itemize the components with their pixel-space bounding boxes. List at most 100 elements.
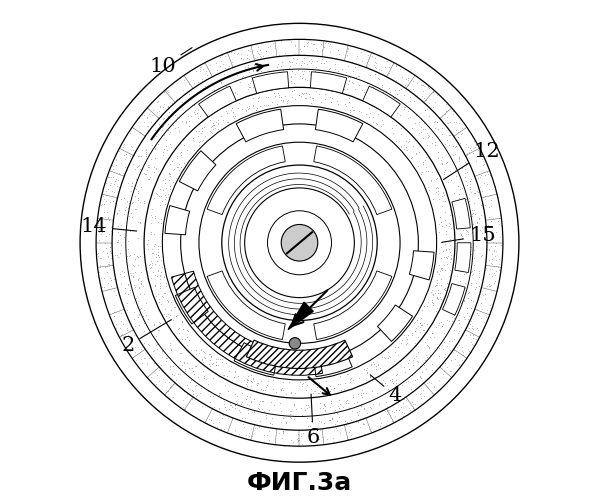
Point: [161, 200, 170, 207]
Point: [376, 99, 385, 107]
Point: [153, 266, 163, 274]
Text: 15: 15: [441, 226, 495, 246]
Point: [208, 119, 217, 127]
Point: [293, 66, 302, 74]
Point: [136, 280, 146, 287]
Point: [449, 336, 459, 344]
Point: [153, 252, 163, 260]
Point: [418, 321, 427, 329]
Point: [141, 311, 150, 319]
Point: [205, 350, 214, 358]
Point: [259, 134, 268, 142]
Point: [429, 118, 439, 126]
Point: [351, 192, 361, 200]
Point: [389, 171, 398, 179]
Point: [355, 280, 364, 288]
Point: [214, 116, 223, 124]
Point: [128, 160, 138, 168]
Point: [268, 347, 277, 355]
Point: [276, 386, 286, 394]
Point: [437, 264, 446, 272]
Point: [480, 212, 490, 220]
Point: [314, 352, 323, 360]
Point: [464, 312, 474, 320]
Point: [270, 295, 279, 303]
Point: [213, 126, 223, 134]
Point: [96, 230, 105, 238]
Point: [491, 266, 501, 274]
Point: [302, 128, 312, 136]
Point: [419, 319, 429, 327]
Point: [428, 286, 437, 294]
Point: [293, 436, 302, 444]
Point: [121, 342, 131, 350]
Point: [440, 110, 450, 118]
Point: [344, 428, 353, 436]
Point: [400, 274, 410, 282]
Point: [104, 216, 114, 224]
Point: [407, 398, 416, 406]
Point: [107, 262, 117, 270]
Circle shape: [96, 40, 503, 446]
Point: [464, 264, 474, 272]
Point: [244, 102, 254, 110]
Point: [366, 164, 376, 172]
Point: [119, 140, 128, 148]
Point: [158, 122, 168, 130]
Point: [235, 261, 244, 269]
Point: [441, 159, 450, 167]
Point: [125, 227, 135, 235]
Point: [217, 414, 227, 422]
Point: [403, 377, 412, 385]
Point: [259, 176, 269, 184]
Point: [391, 61, 401, 69]
Point: [350, 333, 359, 341]
Point: [391, 178, 400, 186]
Point: [434, 270, 444, 278]
Point: [385, 307, 394, 315]
Point: [176, 349, 185, 357]
Point: [153, 246, 163, 254]
Point: [390, 94, 400, 102]
Point: [404, 74, 413, 82]
Point: [337, 288, 346, 296]
Point: [367, 426, 376, 434]
Point: [431, 307, 440, 315]
Point: [420, 338, 430, 346]
Point: [305, 422, 315, 430]
Point: [406, 154, 416, 162]
Point: [267, 420, 277, 428]
Point: [295, 90, 304, 98]
Point: [420, 106, 430, 114]
Point: [361, 328, 371, 336]
Point: [449, 346, 458, 354]
Point: [329, 409, 339, 417]
Point: [208, 374, 217, 382]
Point: [288, 64, 297, 72]
Point: [418, 134, 427, 141]
Point: [288, 128, 298, 136]
Point: [190, 256, 199, 264]
Point: [238, 326, 248, 334]
Point: [131, 166, 140, 173]
Point: [411, 111, 420, 119]
Point: [320, 38, 330, 46]
Point: [249, 376, 258, 384]
Point: [347, 202, 357, 210]
Point: [484, 282, 494, 290]
Point: [310, 133, 319, 141]
Point: [163, 102, 173, 110]
Point: [207, 352, 216, 360]
Point: [192, 234, 201, 242]
Point: [162, 136, 171, 144]
Point: [410, 87, 419, 95]
Point: [348, 192, 358, 200]
Point: [465, 194, 474, 202]
Point: [245, 196, 255, 203]
Point: [380, 172, 389, 180]
Point: [405, 236, 415, 244]
Point: [358, 388, 368, 396]
Point: [184, 336, 193, 344]
Point: [388, 108, 398, 116]
Point: [226, 157, 236, 165]
